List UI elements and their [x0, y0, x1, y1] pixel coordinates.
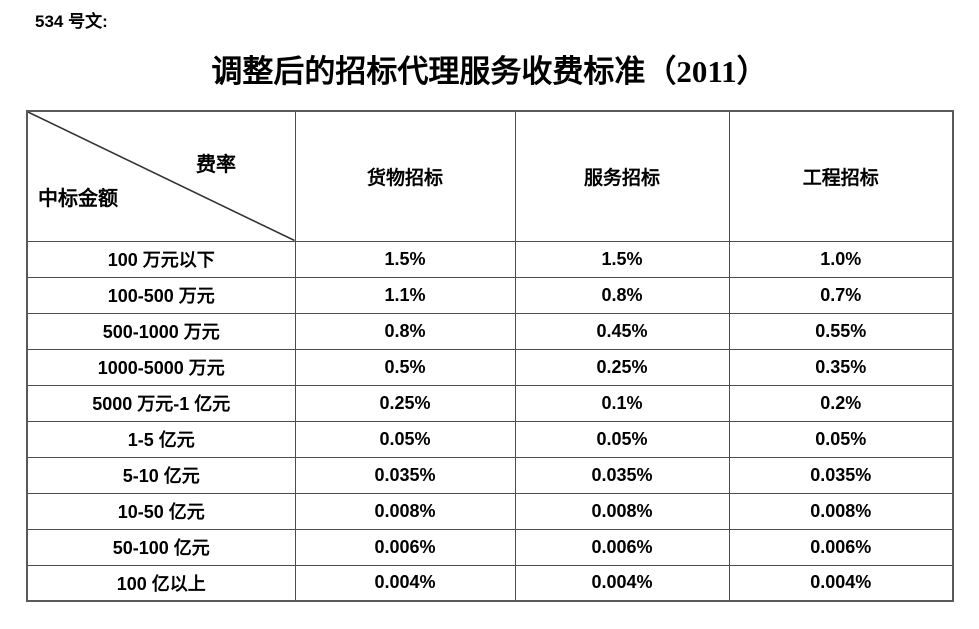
value-cell: 0.35% — [728, 348, 954, 386]
row-label-cell: 100 亿以上 — [26, 564, 296, 602]
value-cell: 0.006% — [294, 528, 516, 566]
value-cell: 1.5% — [514, 240, 730, 278]
value-cell: 0.004% — [294, 564, 516, 602]
corner-header-cell: 费率 中标金额 — [26, 110, 296, 242]
table-row: 100 亿以上 0.004% 0.004% 0.004% — [26, 564, 954, 602]
value-cell: 0.5% — [294, 348, 516, 386]
row-label-cell: 100 万元以下 — [26, 240, 296, 278]
value-cell: 0.035% — [294, 456, 516, 494]
value-cell: 0.7% — [728, 276, 954, 314]
value-cell: 0.05% — [294, 420, 516, 458]
table-row: 1-5 亿元 0.05% 0.05% 0.05% — [26, 420, 954, 458]
doc-number-label: 534 号文: — [35, 12, 108, 31]
row-label-cell: 100-500 万元 — [26, 276, 296, 314]
corner-fee-rate-label: 费率 — [196, 154, 236, 176]
row-label-cell: 1-5 亿元 — [26, 420, 296, 458]
value-cell: 1.0% — [728, 240, 954, 278]
table-row: 10-50 亿元 0.008% 0.008% 0.008% — [26, 492, 954, 530]
value-cell: 0.1% — [514, 384, 730, 422]
value-cell: 0.05% — [514, 420, 730, 458]
value-cell: 0.05% — [728, 420, 954, 458]
table-row: 50-100 亿元 0.006% 0.006% 0.006% — [26, 528, 954, 566]
table-row: 500-1000 万元 0.8% 0.45% 0.55% — [26, 312, 954, 350]
value-cell: 0.8% — [514, 276, 730, 314]
row-label-cell: 500-1000 万元 — [26, 312, 296, 350]
value-cell: 1.1% — [294, 276, 516, 314]
value-cell: 0.006% — [728, 528, 954, 566]
value-cell: 0.25% — [514, 348, 730, 386]
table-row: 5000 万元-1 亿元 0.25% 0.1% 0.2% — [26, 384, 954, 422]
table-row: 100-500 万元 1.1% 0.8% 0.7% — [26, 276, 954, 314]
row-label-cell: 50-100 亿元 — [26, 528, 296, 566]
column-header-service-bidding: 服务招标 — [514, 110, 730, 242]
value-cell: 0.004% — [514, 564, 730, 602]
row-label-cell: 1000-5000 万元 — [26, 348, 296, 386]
value-cell: 0.2% — [728, 384, 954, 422]
value-cell: 0.035% — [728, 456, 954, 494]
fee-standard-table: 费率 中标金额 货物招标 服务招标 工程招标 100 万元以下 1.5% 1.5… — [26, 110, 954, 602]
column-header-goods-bidding: 货物招标 — [294, 110, 516, 242]
page-title: 调整后的招标代理服务收费标准（2011） — [211, 54, 768, 89]
row-label-cell: 10-50 亿元 — [26, 492, 296, 530]
value-cell: 0.008% — [514, 492, 730, 530]
row-label-cell: 5-10 亿元 — [26, 456, 296, 494]
value-cell: 0.008% — [728, 492, 954, 530]
value-cell: 0.008% — [294, 492, 516, 530]
table-row: 100 万元以下 1.5% 1.5% 1.0% — [26, 240, 954, 278]
diagonal-divider-line — [28, 112, 294, 240]
value-cell: 0.035% — [514, 456, 730, 494]
value-cell: 0.8% — [294, 312, 516, 350]
table-row: 1000-5000 万元 0.5% 0.25% 0.35% — [26, 348, 954, 386]
value-cell: 0.45% — [514, 312, 730, 350]
row-label-cell: 5000 万元-1 亿元 — [26, 384, 296, 422]
value-cell: 0.55% — [728, 312, 954, 350]
value-cell: 0.006% — [514, 528, 730, 566]
column-header-engineering-bidding: 工程招标 — [728, 110, 954, 242]
table-row: 5-10 亿元 0.035% 0.035% 0.035% — [26, 456, 954, 494]
value-cell: 1.5% — [294, 240, 516, 278]
value-cell: 0.004% — [728, 564, 954, 602]
header-row: 费率 中标金额 货物招标 服务招标 工程招标 — [26, 110, 954, 242]
corner-bid-amount-label: 中标金额 — [38, 188, 118, 210]
value-cell: 0.25% — [294, 384, 516, 422]
